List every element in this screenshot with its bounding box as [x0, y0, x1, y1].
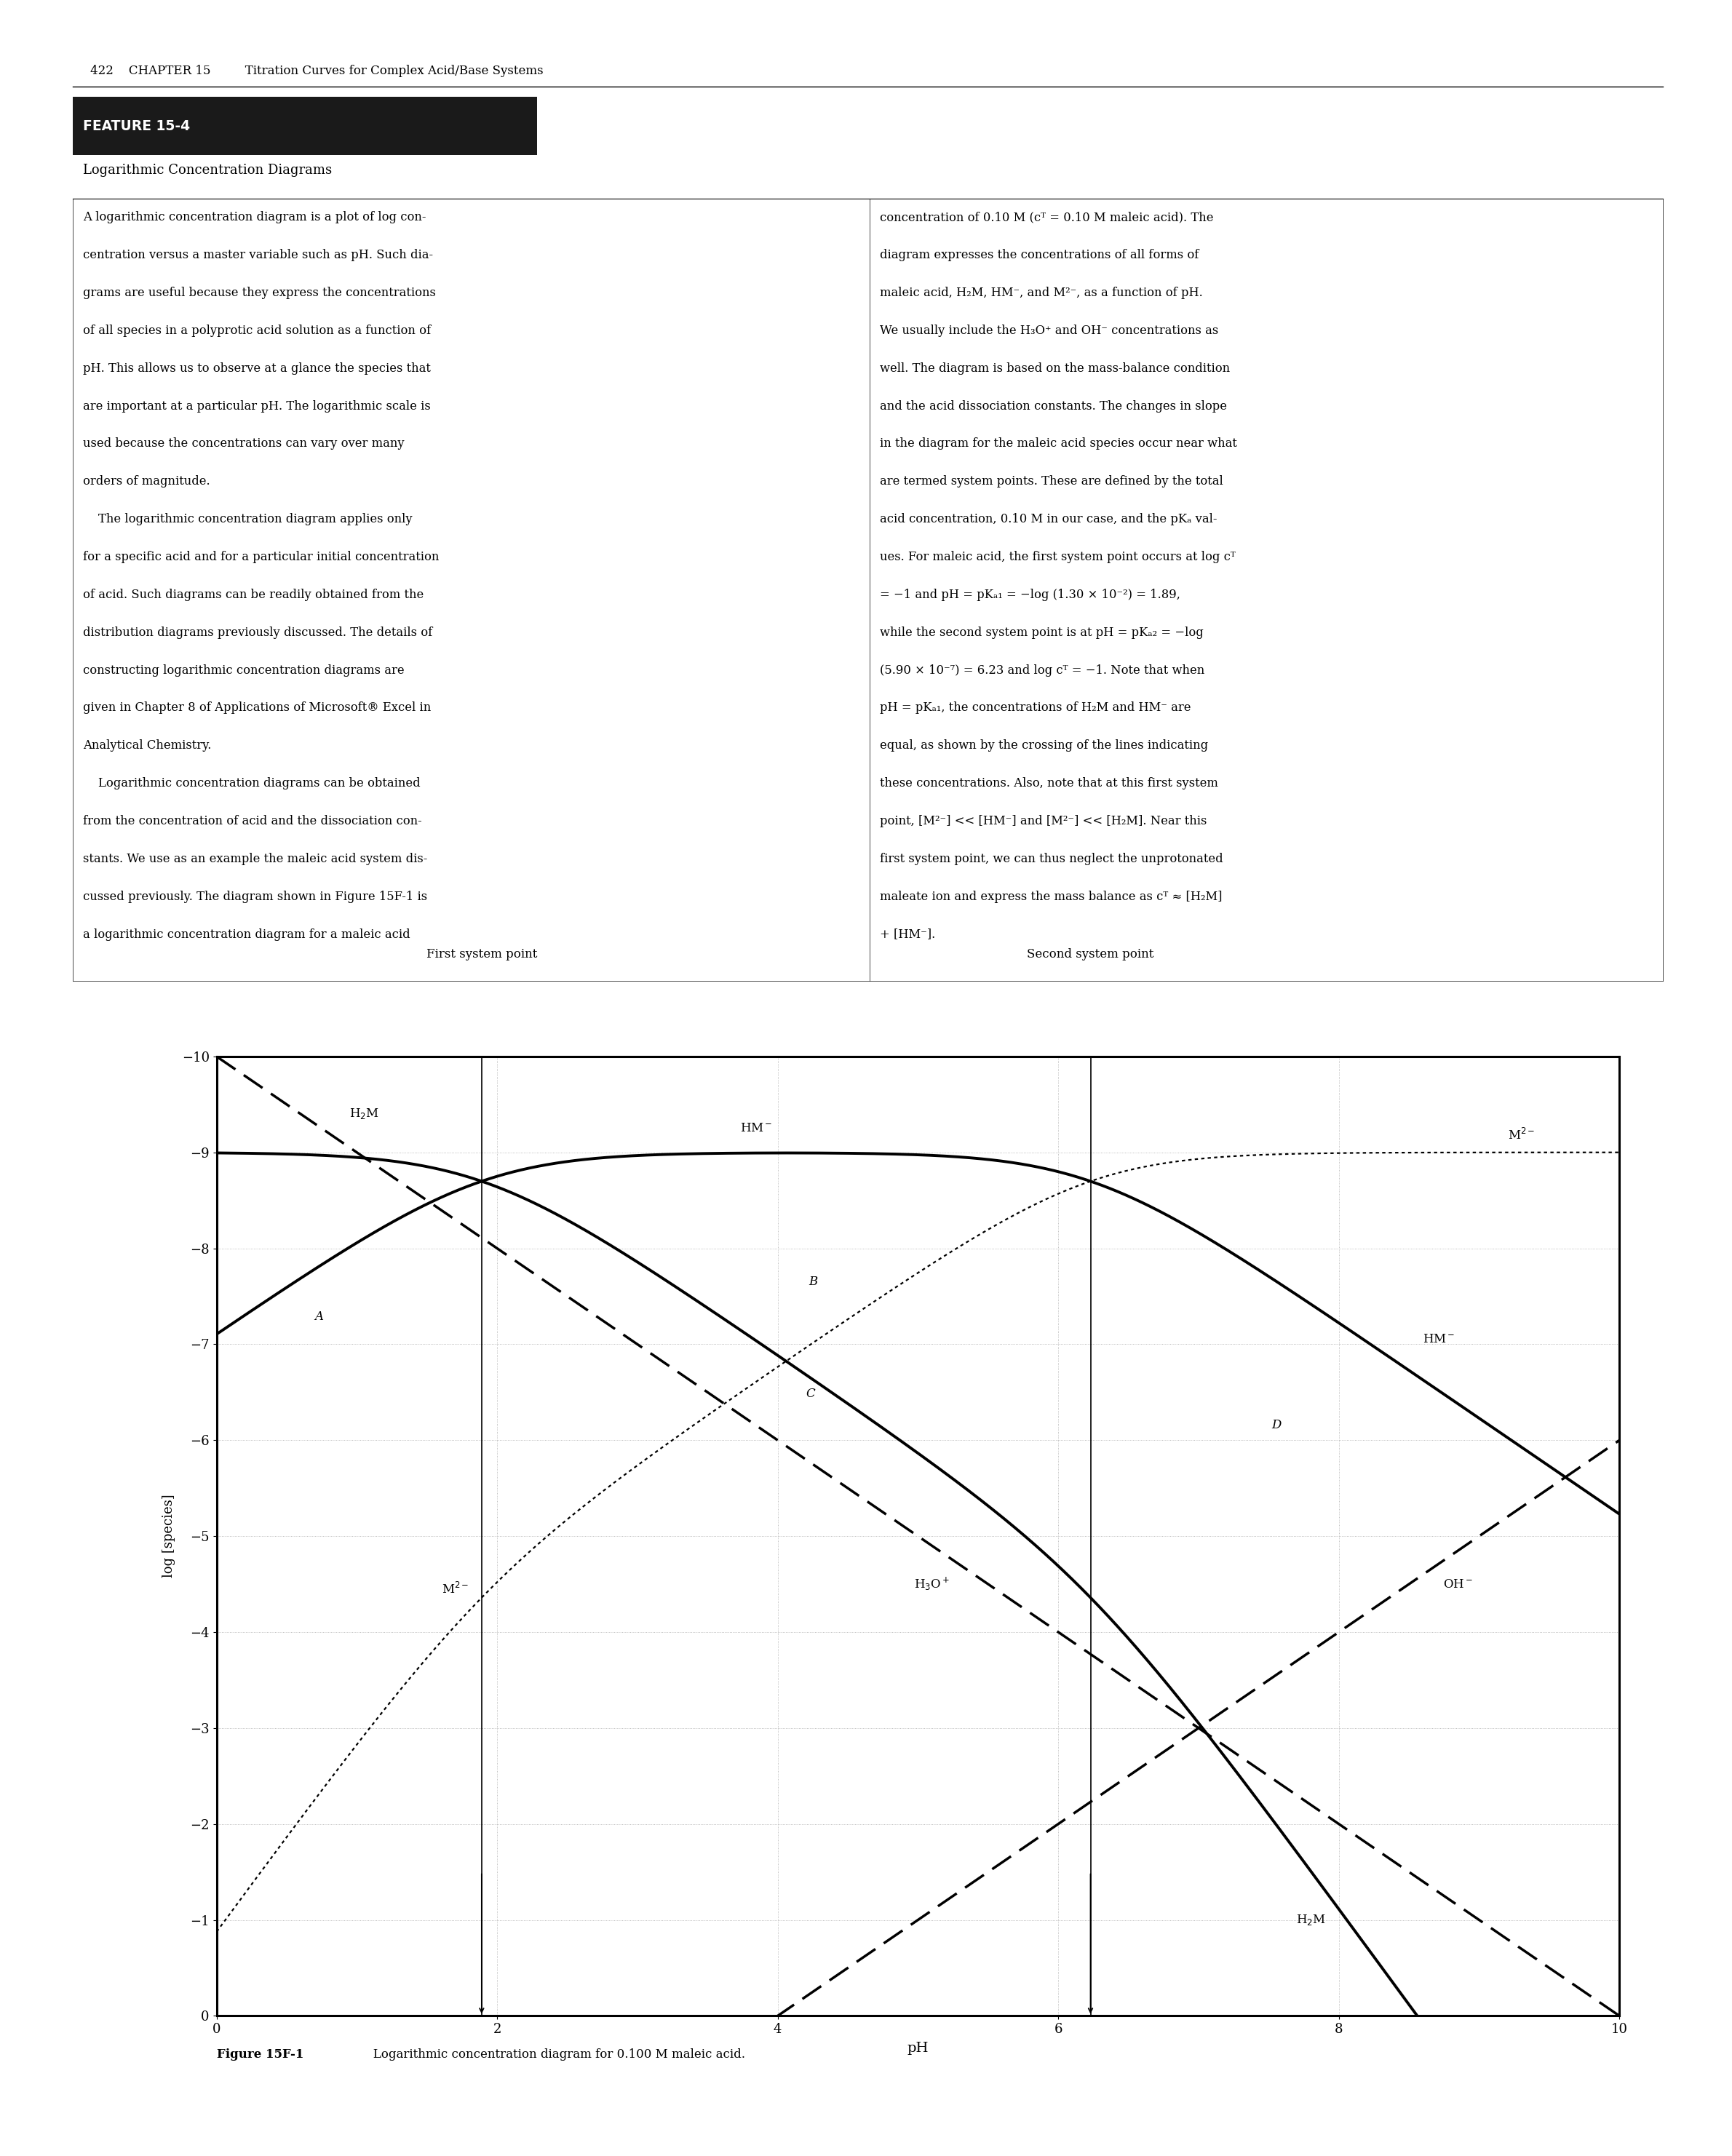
- Text: M$^{2-}$: M$^{2-}$: [1507, 1128, 1535, 1143]
- Text: Second system point: Second system point: [1027, 949, 1154, 959]
- Text: A: A: [315, 1311, 324, 1324]
- Text: Logarithmic concentration diagrams can be obtained: Logarithmic concentration diagrams can b…: [83, 778, 421, 789]
- Text: equal, as shown by the crossing of the lines indicating: equal, as shown by the crossing of the l…: [880, 740, 1209, 752]
- Text: while the second system point is at pH = pKₐ₂ = −log: while the second system point is at pH =…: [880, 625, 1204, 638]
- Text: maleate ion and express the mass balance as cᵀ ≈ [H₂M]: maleate ion and express the mass balance…: [880, 890, 1223, 903]
- Text: HM$^-$: HM$^-$: [741, 1123, 772, 1134]
- Text: are termed system points. These are defined by the total: are termed system points. These are defi…: [880, 476, 1223, 487]
- Text: cussed previously. The diagram shown in Figure 15F-1 is: cussed previously. The diagram shown in …: [83, 890, 428, 903]
- Text: given in Chapter 8 of Applications of Microsoft® Excel in: given in Chapter 8 of Applications of Mi…: [83, 703, 431, 714]
- Text: First system point: First system point: [426, 949, 537, 959]
- Text: Figure 15F-1: Figure 15F-1: [216, 2048, 303, 2061]
- Text: concentration of 0.10 M (cᵀ = 0.10 M maleic acid). The: concentration of 0.10 M (cᵀ = 0.10 M mal…: [880, 211, 1214, 224]
- Text: for a specific acid and for a particular initial concentration: for a specific acid and for a particular…: [83, 552, 440, 563]
- Text: distribution diagrams previously discussed. The details of: distribution diagrams previously discuss…: [83, 625, 433, 638]
- Text: H$_2$M: H$_2$M: [1296, 1912, 1325, 1927]
- Text: grams are useful because they express the concentrations: grams are useful because they express th…: [83, 287, 436, 300]
- Text: (5.90 × 10⁻⁷) = 6.23 and log cᵀ = −1. Note that when: (5.90 × 10⁻⁷) = 6.23 and log cᵀ = −1. No…: [880, 664, 1205, 677]
- Text: constructing logarithmic concentration diagrams are: constructing logarithmic concentration d…: [83, 664, 405, 677]
- Text: M$^{2-}$: M$^{2-}$: [442, 1583, 469, 1595]
- Text: pH = pKₐ₁, the concentrations of H₂M and HM⁻ are: pH = pKₐ₁, the concentrations of H₂M and…: [880, 703, 1192, 714]
- Text: centration versus a master variable such as pH. Such dia-: centration versus a master variable such…: [83, 248, 433, 261]
- Text: H$_2$M: H$_2$M: [348, 1106, 379, 1121]
- Text: FEATURE 15-4: FEATURE 15-4: [83, 119, 191, 134]
- Text: point, [M²⁻] << [HM⁻] and [M²⁻] << [H₂M]. Near this: point, [M²⁻] << [HM⁻] and [M²⁻] << [H₂M]…: [880, 815, 1207, 828]
- Text: in the diagram for the maleic acid species occur near what: in the diagram for the maleic acid speci…: [880, 438, 1237, 451]
- Text: pH. This allows us to observe at a glance the species that: pH. This allows us to observe at a glanc…: [83, 362, 431, 375]
- Text: diagram expresses the concentrations of all forms of: diagram expresses the concentrations of …: [880, 248, 1199, 261]
- Text: stants. We use as an example the maleic acid system dis-: stants. We use as an example the maleic …: [83, 852, 428, 865]
- Text: Logarithmic Concentration Diagrams: Logarithmic Concentration Diagrams: [83, 164, 333, 177]
- Text: = −1 and pH = pKₐ₁ = −log (1.30 × 10⁻²) = 1.89,: = −1 and pH = pKₐ₁ = −log (1.30 × 10⁻²) …: [880, 589, 1179, 602]
- Text: We usually include the H₃O⁺ and OH⁻ concentrations as: We usually include the H₃O⁺ and OH⁻ conc…: [880, 323, 1218, 336]
- Text: these concentrations. Also, note that at this first system: these concentrations. Also, note that at…: [880, 778, 1218, 789]
- Text: from the concentration of acid and the dissociation con-: from the concentration of acid and the d…: [83, 815, 423, 828]
- Text: and the acid dissociation constants. The changes in slope: and the acid dissociation constants. The…: [880, 401, 1226, 412]
- Text: a logarithmic concentration diagram for a maleic acid: a logarithmic concentration diagram for …: [83, 927, 410, 940]
- Text: are important at a particular pH. The logarithmic scale is: are important at a particular pH. The lo…: [83, 401, 431, 412]
- Text: of acid. Such diagrams can be readily obtained from the: of acid. Such diagrams can be readily ob…: [83, 589, 424, 602]
- Text: D: D: [1271, 1419, 1282, 1432]
- Text: first system point, we can thus neglect the unprotonated: first system point, we can thus neglect …: [880, 852, 1223, 865]
- Text: + [HM⁻].: + [HM⁻].: [880, 927, 935, 940]
- Text: acid concentration, 0.10 M in our case, and the pKₐ val-: acid concentration, 0.10 M in our case, …: [880, 513, 1218, 526]
- X-axis label: pH: pH: [908, 2042, 928, 2055]
- Text: ues. For maleic acid, the first system point occurs at log cᵀ: ues. For maleic acid, the first system p…: [880, 552, 1235, 563]
- Y-axis label: log [species]: log [species]: [163, 1494, 175, 1578]
- Text: Analytical Chemistry.: Analytical Chemistry.: [83, 740, 211, 752]
- Text: B: B: [809, 1276, 818, 1287]
- Text: HM$^-$: HM$^-$: [1424, 1332, 1455, 1345]
- Text: 422    CHAPTER 15         Titration Curves for Complex Acid/Base Systems: 422 CHAPTER 15 Titration Curves for Comp…: [90, 65, 544, 78]
- Text: Logarithmic concentration diagram for 0.100 M maleic acid.: Logarithmic concentration diagram for 0.…: [362, 2048, 745, 2061]
- Text: The logarithmic concentration diagram applies only: The logarithmic concentration diagram ap…: [83, 513, 412, 526]
- Text: well. The diagram is based on the mass-balance condition: well. The diagram is based on the mass-b…: [880, 362, 1230, 375]
- Text: used because the concentrations can vary over many: used because the concentrations can vary…: [83, 438, 405, 451]
- Text: OH$^-$: OH$^-$: [1443, 1578, 1472, 1591]
- Text: maleic acid, H₂M, HM⁻, and M²⁻, as a function of pH.: maleic acid, H₂M, HM⁻, and M²⁻, as a fun…: [880, 287, 1202, 300]
- Text: of all species in a polyprotic acid solution as a function of: of all species in a polyprotic acid solu…: [83, 323, 431, 336]
- Text: H$_3$O$^+$: H$_3$O$^+$: [914, 1576, 949, 1593]
- Text: orders of magnitude.: orders of magnitude.: [83, 476, 210, 487]
- Text: A logarithmic concentration diagram is a plot of log con-: A logarithmic concentration diagram is a…: [83, 211, 426, 224]
- Text: C: C: [805, 1388, 816, 1399]
